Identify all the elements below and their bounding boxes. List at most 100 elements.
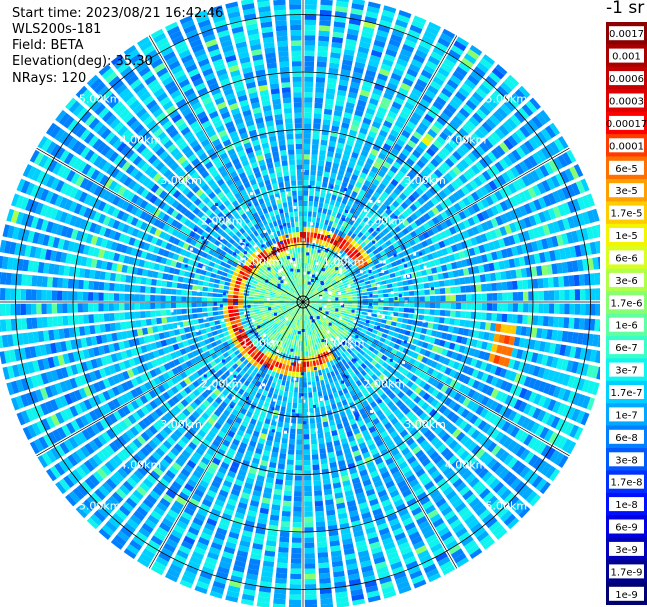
range-gate [380,165,389,174]
range-gate [493,89,505,102]
range-gate [507,96,520,109]
range-gate [561,233,569,245]
range-gate [313,206,318,213]
range-gate [520,268,527,278]
range-gate [309,237,313,243]
range-gate [296,428,303,435]
range-gate [303,403,308,409]
range-gate [537,278,544,289]
range-gate [343,54,354,61]
range-gate [563,275,570,287]
range-gate [356,159,365,167]
range-gate [283,490,292,496]
range-gate [508,258,516,268]
range-gate [449,216,458,225]
range-gate [348,280,354,284]
range-gate [532,278,539,289]
range-gate [317,165,324,172]
range-gate [473,66,486,78]
range-gate [538,211,547,223]
range-gate [375,187,384,195]
range-gate [314,196,319,202]
range-gate [545,125,557,139]
range-gate [415,271,423,277]
range-gate [383,199,391,207]
range-gate [475,235,483,245]
range-gate [425,190,434,199]
range-gate [495,215,504,226]
range-gate [417,321,424,327]
range-gate [384,174,393,182]
range-gate [334,288,341,292]
range-gate [546,177,556,190]
range-gate [437,67,450,78]
range-gate [590,303,596,316]
range-gate [286,407,292,413]
range-gate [327,274,332,280]
range-gate [393,302,399,307]
range-gate [470,164,481,175]
range-gate [361,184,369,192]
range-gate [324,241,330,248]
range-gate [417,257,424,264]
range-gate [518,160,529,173]
range-gate [419,40,432,50]
range-gate [304,81,314,88]
range-gate [524,140,535,153]
range-gate [571,182,581,196]
range-gate [334,11,347,18]
range-gate [305,300,311,302]
range-gate [299,382,303,388]
range-gate [304,71,314,77]
range-gate [345,287,351,291]
range-gate [366,6,380,14]
range-gate [375,174,383,182]
range-gate [444,143,455,153]
range-gate [318,35,330,42]
range-gate [273,593,286,600]
range-gate [359,189,366,197]
range-gate [318,572,331,579]
range-gate [297,418,303,424]
range-gate [315,92,324,99]
range-gate [388,152,397,161]
range-gate [557,154,568,168]
range-gate [362,79,373,88]
range-gate [315,412,321,418]
range-gate [535,112,548,126]
range-gate [304,480,312,486]
range-gate [353,114,362,122]
range-gate [387,43,399,53]
range-gate [501,313,508,323]
range-gate [498,238,506,248]
range-gate [514,163,525,175]
range-gate [327,209,333,216]
range-gate [542,224,551,236]
range-gate [325,193,332,200]
range-gate [395,259,403,266]
range-gate [303,190,309,196]
range-gate [548,159,559,173]
range-gate [322,119,331,126]
range-gate [304,19,317,26]
range-gate [502,292,508,301]
range-gate [288,391,293,398]
range-gate [315,186,321,192]
range-gate [470,132,482,144]
range-gate [368,262,375,268]
range-gate [279,536,290,543]
range-gate [303,439,310,445]
range-gate [336,261,342,267]
range-gate [455,66,468,77]
range-gate [422,94,433,104]
range-gate [452,326,459,334]
range-gate [295,460,302,466]
range-gate [304,55,315,62]
range-gate [310,263,313,270]
range-gate [338,207,344,214]
range-gate [303,294,306,300]
range-gate [408,313,414,319]
range-gate [309,258,312,264]
range-gate [353,186,360,194]
range-gate [335,6,348,13]
